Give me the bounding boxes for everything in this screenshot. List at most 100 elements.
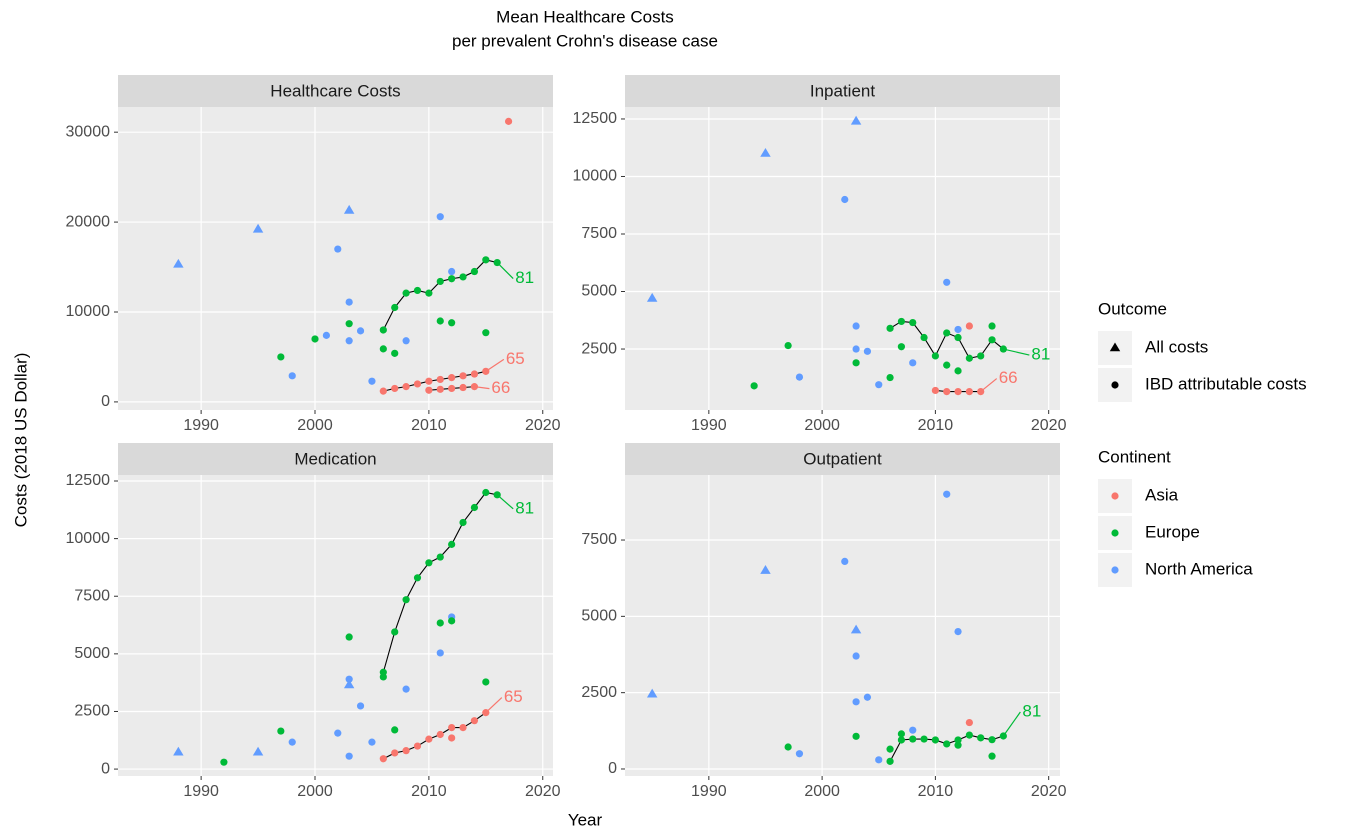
point	[345, 320, 353, 328]
x-tick-label: 2010	[411, 783, 447, 800]
point	[379, 345, 387, 353]
point	[1111, 492, 1119, 500]
point	[920, 333, 928, 342]
triangle-point	[850, 624, 862, 634]
point	[334, 729, 342, 737]
plot-background	[118, 475, 553, 776]
point	[852, 652, 860, 660]
point	[1111, 566, 1119, 574]
point	[379, 755, 387, 763]
point	[311, 335, 319, 343]
triangle-point	[646, 292, 658, 302]
point	[402, 337, 410, 345]
point	[436, 277, 444, 286]
x-tick-label: 2020	[525, 417, 561, 434]
point	[448, 384, 456, 393]
line-label: 81	[515, 268, 534, 287]
point	[886, 324, 894, 332]
point	[841, 195, 849, 204]
line-label: 81	[1022, 701, 1041, 720]
point	[436, 213, 444, 221]
point	[897, 343, 906, 351]
point	[954, 333, 962, 342]
point	[334, 245, 342, 253]
point	[852, 732, 860, 740]
legend-label: North America	[1145, 559, 1253, 578]
label-leader	[485, 697, 503, 714]
line-label: 81	[1031, 345, 1050, 364]
point	[402, 685, 410, 693]
y-tick-label: 7500	[581, 531, 617, 548]
subtitle: per prevalent Crohn's disease case	[452, 31, 718, 50]
point	[448, 275, 456, 283]
point	[368, 377, 376, 385]
point	[391, 628, 399, 636]
triangle-point	[850, 115, 862, 125]
point	[852, 322, 860, 330]
x-tick-label: 2000	[804, 417, 840, 434]
y-tick-label: 10000	[573, 168, 618, 185]
point	[277, 353, 285, 361]
point	[277, 727, 285, 735]
point	[220, 758, 228, 766]
point	[448, 734, 456, 742]
point	[795, 750, 804, 758]
legend-label: All costs	[1145, 337, 1208, 356]
label-leader	[496, 494, 514, 510]
strip-title: Healthcare Costs	[270, 81, 400, 100]
trend-line	[383, 712, 487, 760]
title: Mean Healthcare Costs	[496, 7, 674, 26]
strip-title: Outpatient	[803, 449, 882, 468]
point	[943, 329, 951, 337]
y-tick-label: 20000	[66, 213, 111, 230]
point	[965, 354, 973, 362]
point	[897, 730, 906, 738]
point	[863, 347, 872, 355]
point	[345, 633, 353, 641]
line-label: 66	[491, 378, 510, 397]
point	[965, 731, 973, 739]
point	[448, 724, 456, 732]
y-tick-label: 7500	[581, 225, 617, 242]
label-leader	[1002, 711, 1021, 737]
y-tick-label: 10000	[66, 530, 111, 547]
point	[988, 736, 996, 744]
point	[459, 518, 467, 527]
point	[436, 649, 444, 657]
label-leader	[496, 262, 514, 279]
point	[954, 628, 962, 636]
y-tick-label: 5000	[581, 283, 617, 300]
plot-background	[118, 107, 553, 410]
x-tick-label: 2000	[297, 417, 333, 434]
point	[909, 735, 917, 743]
point	[391, 726, 399, 734]
y-tick-label: 0	[608, 760, 617, 777]
point	[931, 352, 939, 360]
x-tick-label: 2020	[525, 783, 561, 800]
y-tick-label: 2500	[581, 684, 617, 701]
point	[931, 386, 939, 395]
point	[943, 361, 951, 369]
point	[436, 619, 444, 627]
x-axis-label: Year	[568, 810, 603, 829]
point	[425, 559, 433, 567]
y-tick-label: 7500	[74, 587, 110, 604]
point	[943, 740, 951, 748]
point	[954, 387, 962, 396]
point	[379, 326, 387, 334]
point	[784, 341, 792, 350]
point	[288, 738, 296, 746]
x-tick-label: 2010	[411, 417, 447, 434]
point	[459, 273, 467, 281]
point	[897, 317, 906, 326]
point	[448, 617, 456, 625]
triangle-point	[760, 147, 771, 157]
point	[345, 298, 353, 306]
legend-title: Continent	[1098, 447, 1171, 466]
point	[436, 375, 444, 384]
triangle-point	[252, 223, 264, 233]
point	[875, 756, 883, 764]
label-leader	[485, 358, 505, 372]
point	[909, 318, 917, 327]
